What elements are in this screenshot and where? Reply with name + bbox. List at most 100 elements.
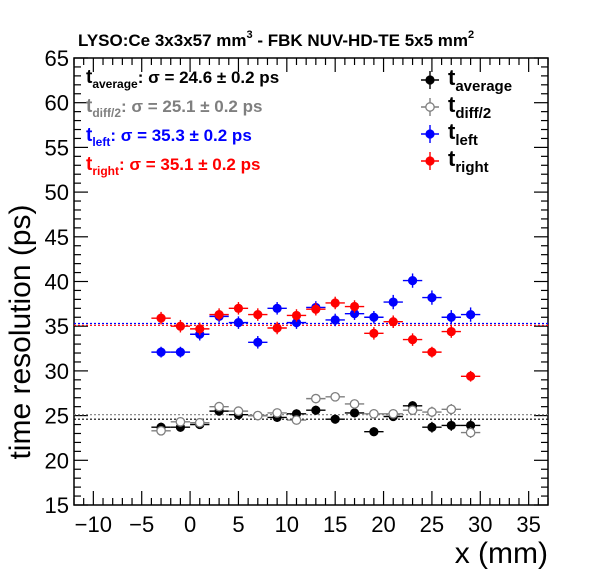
- x-tick-label: 25: [420, 512, 444, 537]
- fit-label-sub: left: [92, 135, 110, 149]
- data-point: [349, 301, 360, 312]
- y-tick-label: 35: [45, 314, 69, 339]
- data-point: [253, 309, 263, 320]
- legend-entry-diff2: tdiff/2: [421, 92, 491, 122]
- legend-entry-average: taverage: [421, 65, 512, 95]
- legend-label-left: tleft: [448, 119, 478, 149]
- data-point: [446, 326, 456, 337]
- legend-label-sub: average: [455, 78, 512, 95]
- data-point: [407, 276, 418, 286]
- data-point: [466, 309, 476, 320]
- fit-label-value: : σ = 25.1 ± 0.2 ps: [121, 97, 262, 116]
- data-point: [349, 408, 360, 418]
- data-point: [311, 304, 321, 314]
- legend-marker: [425, 102, 435, 112]
- data-point: [466, 371, 476, 381]
- legend-label-sub: right: [455, 159, 488, 176]
- data-point: [446, 404, 457, 415]
- x-tick-label: 5: [232, 512, 244, 537]
- legend-marker: [425, 156, 435, 166]
- y-axis-title: time resolution (ps): [4, 204, 37, 459]
- data-point: [446, 420, 456, 431]
- data-point: [465, 427, 476, 438]
- fit-label-base: t: [86, 67, 93, 88]
- fit-label-sub: average: [92, 77, 138, 91]
- data-point: [330, 414, 340, 424]
- x-tick-label: 0: [184, 512, 196, 537]
- legend-label-base: t: [448, 92, 456, 117]
- data-point: [427, 407, 437, 417]
- data-point: [369, 427, 379, 437]
- y-tick-label: 50: [45, 180, 69, 205]
- legend-label-diff2: tdiff/2: [448, 92, 491, 122]
- data-point: [407, 405, 418, 416]
- data-point: [310, 393, 321, 404]
- series-left: [151, 273, 481, 358]
- legend-entry-left: tleft: [421, 119, 478, 149]
- chart-title-sup1: 3: [247, 29, 253, 41]
- x-axis-title: x (mm): [455, 537, 548, 570]
- data-point: [369, 408, 379, 419]
- data-point: [369, 312, 379, 322]
- data-point: [272, 408, 282, 418]
- legend-label-base: t: [448, 146, 456, 171]
- data-point: [291, 415, 302, 425]
- legend-label-right: tright: [448, 146, 489, 176]
- chart-title: LYSO:Ce 3x3x57 mm3 - FBK NUV-HD-TE 5x5 m…: [78, 29, 474, 50]
- legend-marker: [425, 75, 435, 85]
- fit-label-diff2: tdiff/2: σ = 25.1 ± 0.2 ps: [86, 96, 262, 120]
- data-point: [407, 335, 418, 345]
- data-point: [349, 399, 360, 409]
- fit-label-value: : σ = 24.6 ± 0.2 ps: [138, 68, 279, 87]
- data-point: [446, 312, 456, 322]
- data-point: [214, 401, 224, 412]
- y-tick-label: 45: [45, 225, 69, 250]
- series-diff2: [151, 391, 481, 438]
- data-point: [156, 347, 166, 357]
- fit-label-base: t: [86, 154, 93, 175]
- y-tick-label: 20: [45, 448, 69, 473]
- y-tick-label: 15: [45, 493, 69, 518]
- data-point: [175, 347, 186, 357]
- data-point: [291, 318, 302, 328]
- x-tick-label: −10: [75, 512, 112, 537]
- data-point: [369, 328, 379, 338]
- data-point: [427, 292, 437, 303]
- data-point: [253, 337, 263, 347]
- data-point: [175, 417, 186, 427]
- x-tick-label: 10: [275, 512, 299, 537]
- data-point: [427, 422, 437, 432]
- fit-label-sub: diff/2: [92, 106, 121, 120]
- y-tick-label: 30: [45, 359, 69, 384]
- data-point: [427, 347, 437, 357]
- y-tick-label: 60: [45, 91, 69, 116]
- legend-entry-right: tright: [421, 146, 489, 176]
- data-point: [233, 303, 244, 313]
- legend-label-base: t: [448, 65, 456, 90]
- fit-label-value: : σ = 35.1 ± 0.2 ps: [119, 155, 260, 174]
- y-tick-label: 55: [45, 135, 69, 160]
- data-point: [175, 321, 186, 331]
- fit-label-base: t: [86, 125, 93, 146]
- data-point: [388, 317, 398, 327]
- data-point: [272, 303, 282, 313]
- legend-marker: [425, 129, 435, 139]
- data-point: [388, 297, 398, 307]
- data-point: [233, 318, 244, 328]
- chart-title-mid: - FBK NUV-HD-TE 5x5 mm: [253, 31, 468, 50]
- fit-label-value: : σ = 35.3 ± 0.2 ps: [110, 126, 251, 145]
- legend-label-sub: left: [455, 132, 478, 149]
- legend-label-average: taverage: [448, 65, 512, 95]
- series-right: [151, 296, 481, 382]
- x-tick-label: 15: [323, 512, 347, 537]
- data-point: [272, 323, 282, 333]
- x-tick-label: 35: [516, 512, 540, 537]
- data-point: [330, 315, 340, 325]
- y-tick-label: 40: [45, 270, 69, 295]
- y-tick-label: 25: [45, 404, 69, 429]
- x-tick-label: 30: [468, 512, 492, 537]
- y-tick-label: 65: [45, 46, 69, 71]
- data-point: [194, 417, 205, 428]
